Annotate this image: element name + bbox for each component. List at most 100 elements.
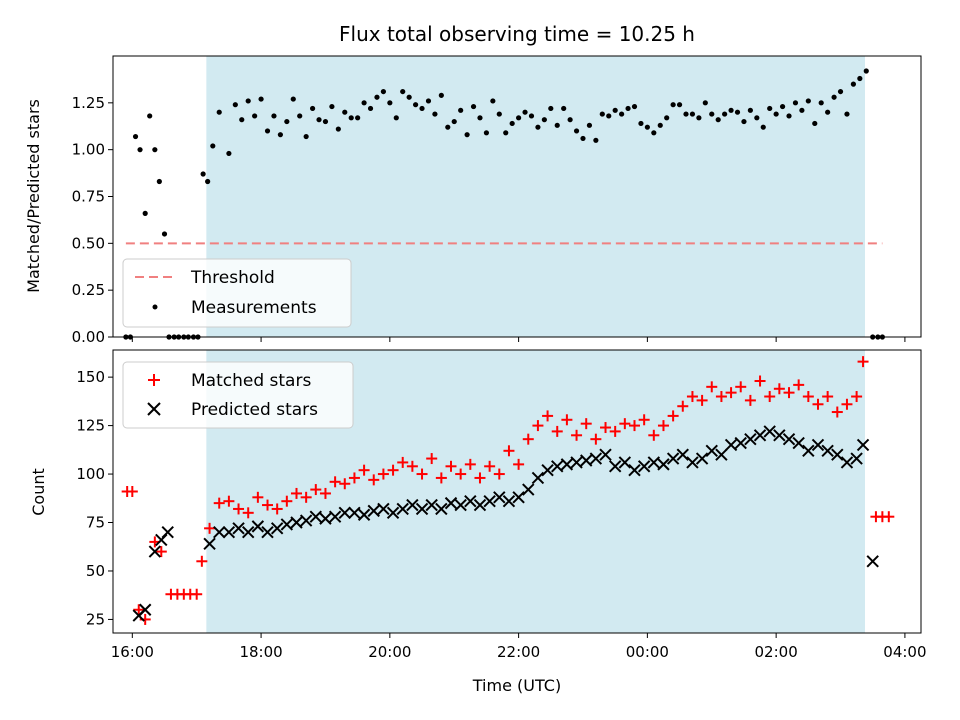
measurement-point [850, 81, 856, 87]
y-tick-label: 0.25 [72, 281, 105, 299]
predicted-star-point [222, 525, 236, 539]
matched-star-point [406, 460, 418, 472]
measurement-point [161, 231, 168, 237]
matched-star-point [667, 410, 679, 422]
measurement-point [760, 124, 766, 130]
matched-star-point [133, 604, 145, 616]
predicted-star-point [763, 425, 776, 438]
predicted-star-point [338, 506, 351, 520]
matched-star-point [571, 429, 583, 441]
predicted-star-point [608, 460, 622, 473]
top-legend: Threshold Measurements [122, 258, 352, 328]
measurement-point [792, 100, 799, 106]
measurement-point [676, 102, 683, 108]
measurement-point [541, 117, 547, 123]
x-tick-label: 22:00 [497, 643, 540, 661]
measurement-point [239, 117, 245, 123]
predicted-star-point [551, 460, 564, 473]
predicted-star-point [570, 456, 583, 469]
predicted-star-point [251, 520, 265, 533]
predicted-star-point [367, 504, 380, 518]
measurement-point [438, 92, 444, 98]
matched-star-point [281, 495, 293, 507]
predicted-star-point [328, 510, 342, 523]
predicted-star-point [695, 452, 709, 465]
matched-star-point [339, 478, 351, 490]
measurement-point [264, 128, 271, 134]
predicted-star-point [811, 438, 825, 452]
predicted-star-point [676, 448, 689, 461]
predicted-star-point [261, 525, 274, 539]
y-tick-label: 50 [86, 562, 105, 580]
predicted-star-point [657, 458, 670, 471]
x-tick-label: 18:00 [239, 643, 282, 661]
chart-title: Flux total observing time = 10.25 h [339, 22, 695, 46]
predicted-star-point [483, 494, 496, 508]
matched-star-point [522, 433, 534, 445]
measurement-point [779, 103, 786, 110]
bottom-panel: 25 50 75 100 125 150 16:00 18:00 20:00 22:00 00:0… [29, 349, 927, 695]
predicted-star-point [309, 510, 323, 523]
measurement-point [483, 130, 490, 136]
matched-star-point [348, 472, 360, 484]
measurement-point [844, 111, 850, 117]
threshold-legend-label: Threshold [190, 268, 275, 288]
measurement-point [156, 178, 162, 185]
matched-star-point [561, 414, 573, 426]
matched-star-point [455, 468, 467, 480]
matched-star-point [609, 425, 621, 437]
matched-star-point [822, 391, 834, 403]
predicted-stars-points [132, 425, 879, 622]
measurement-point [786, 113, 792, 119]
matched-star-point [503, 445, 515, 457]
measurement-point [728, 107, 734, 113]
measurement-point [509, 120, 515, 127]
predicted-star-point [560, 458, 574, 471]
predicted-star-point [148, 545, 162, 558]
bottom-legend-box [122, 361, 354, 429]
matched-star-point [793, 379, 805, 391]
matched-star-point [590, 433, 602, 445]
measurement-point [773, 111, 779, 117]
matched-star-point [812, 398, 824, 410]
matched-star-point [223, 495, 235, 507]
matched-star-point [513, 458, 525, 470]
measurements-legend-label: Measurements [191, 298, 317, 318]
matched-star-point [242, 507, 254, 519]
measurement-point [290, 96, 296, 102]
predicted-star-point [866, 555, 879, 568]
matched-star-point [233, 503, 245, 515]
measurement-point [132, 133, 139, 140]
measurement-point [329, 103, 335, 110]
matched-star-point [619, 418, 631, 430]
measurement-point [619, 111, 625, 117]
measurement-point [799, 107, 805, 113]
matched-star-point [493, 468, 505, 480]
predicted-star-point [213, 525, 226, 539]
measurement-point [412, 102, 419, 108]
matched-star-point [368, 474, 380, 486]
matched-star-point [735, 381, 747, 393]
matched-star-point [686, 391, 698, 403]
measurement-point [458, 107, 464, 113]
predicted-star-point [464, 494, 477, 508]
measurement-point [142, 210, 148, 216]
measurement-point [747, 107, 753, 113]
predicted-star-point [396, 502, 409, 516]
matched-star-point [300, 491, 312, 503]
measurement-point [361, 100, 367, 106]
measurement-point [593, 137, 599, 143]
matched-star-point [262, 499, 274, 511]
measurement-point [309, 105, 316, 112]
measurement-point [470, 103, 477, 110]
matched-star-point [204, 522, 216, 534]
measurement-point [612, 107, 618, 113]
predicted-star-point [782, 432, 796, 446]
predicted-star-point [744, 432, 757, 446]
measurement-point [644, 124, 650, 130]
predicted-star-point [270, 522, 284, 535]
measurement-point [818, 100, 824, 106]
measurement-point [638, 120, 644, 127]
matched-star-point [851, 391, 863, 403]
